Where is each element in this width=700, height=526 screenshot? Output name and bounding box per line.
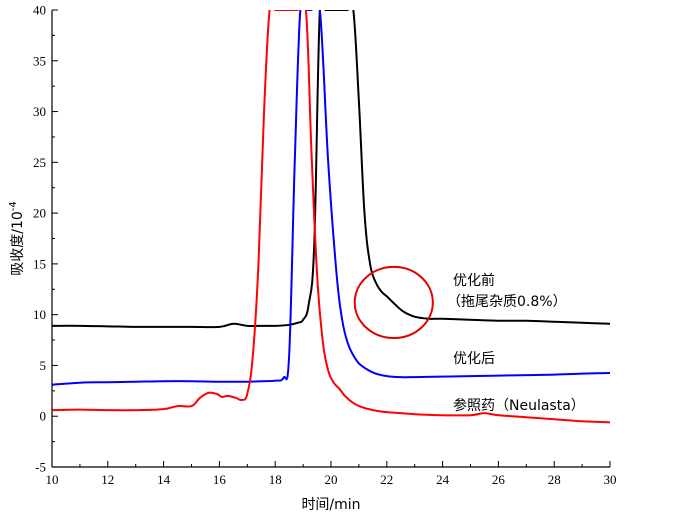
x-tick-label: 12 bbox=[101, 472, 114, 487]
x-tick-label: 26 bbox=[492, 472, 506, 487]
y-tick-label: 20 bbox=[33, 206, 46, 221]
x-tick-label: 28 bbox=[548, 472, 561, 487]
y-tick-label: 25 bbox=[33, 155, 46, 170]
x-tick-label: 18 bbox=[269, 472, 282, 487]
x-tick-label: 24 bbox=[436, 472, 450, 487]
labels-layer: 时间/min 吸收度/10-4 优化前 （拖尾杂质0.8%） 优化后参照药（Neulas… bbox=[8, 201, 585, 513]
y-axis-title: 吸收度/10-4 bbox=[8, 201, 26, 276]
series-label-2: 参照药（Neulasta） bbox=[453, 397, 585, 414]
y-tick-label: 30 bbox=[33, 104, 46, 119]
x-axis-title: 时间/min bbox=[301, 497, 360, 513]
y-tick-label: 35 bbox=[33, 53, 46, 68]
series-line-1 bbox=[52, 10, 610, 386]
y-tick-label: 40 bbox=[33, 3, 46, 18]
x-tick-label: 30 bbox=[604, 472, 617, 487]
y-tick-label: -5 bbox=[35, 460, 46, 475]
series-line-2 bbox=[52, 10, 610, 424]
series-layer bbox=[52, 10, 610, 424]
x-tick-label: 20 bbox=[325, 472, 338, 487]
x-tick-label: 14 bbox=[157, 472, 171, 487]
annotation-layer bbox=[353, 265, 434, 340]
y-tick-label: 5 bbox=[40, 358, 47, 373]
series-line-0 bbox=[52, 10, 610, 329]
ticks-layer: 10 12 14 16 18 20 22 24 26 28 30 -5 0 5 10 15 20 25 30 35 40 bbox=[33, 3, 617, 488]
series-label-0: 优化前 bbox=[453, 272, 495, 289]
series-label-0-line2: （拖尾杂质0.8%） bbox=[447, 294, 567, 310]
y-tick-label: 10 bbox=[33, 307, 46, 322]
x-tick-label: 22 bbox=[380, 472, 393, 487]
y-tick-label: 0 bbox=[40, 409, 47, 424]
x-tick-label: 16 bbox=[213, 472, 227, 487]
y-tick-label: 15 bbox=[33, 256, 46, 271]
highlight-circle bbox=[353, 265, 434, 340]
x-tick-label: 10 bbox=[46, 472, 59, 487]
series-label-1: 优化后 bbox=[453, 351, 495, 367]
